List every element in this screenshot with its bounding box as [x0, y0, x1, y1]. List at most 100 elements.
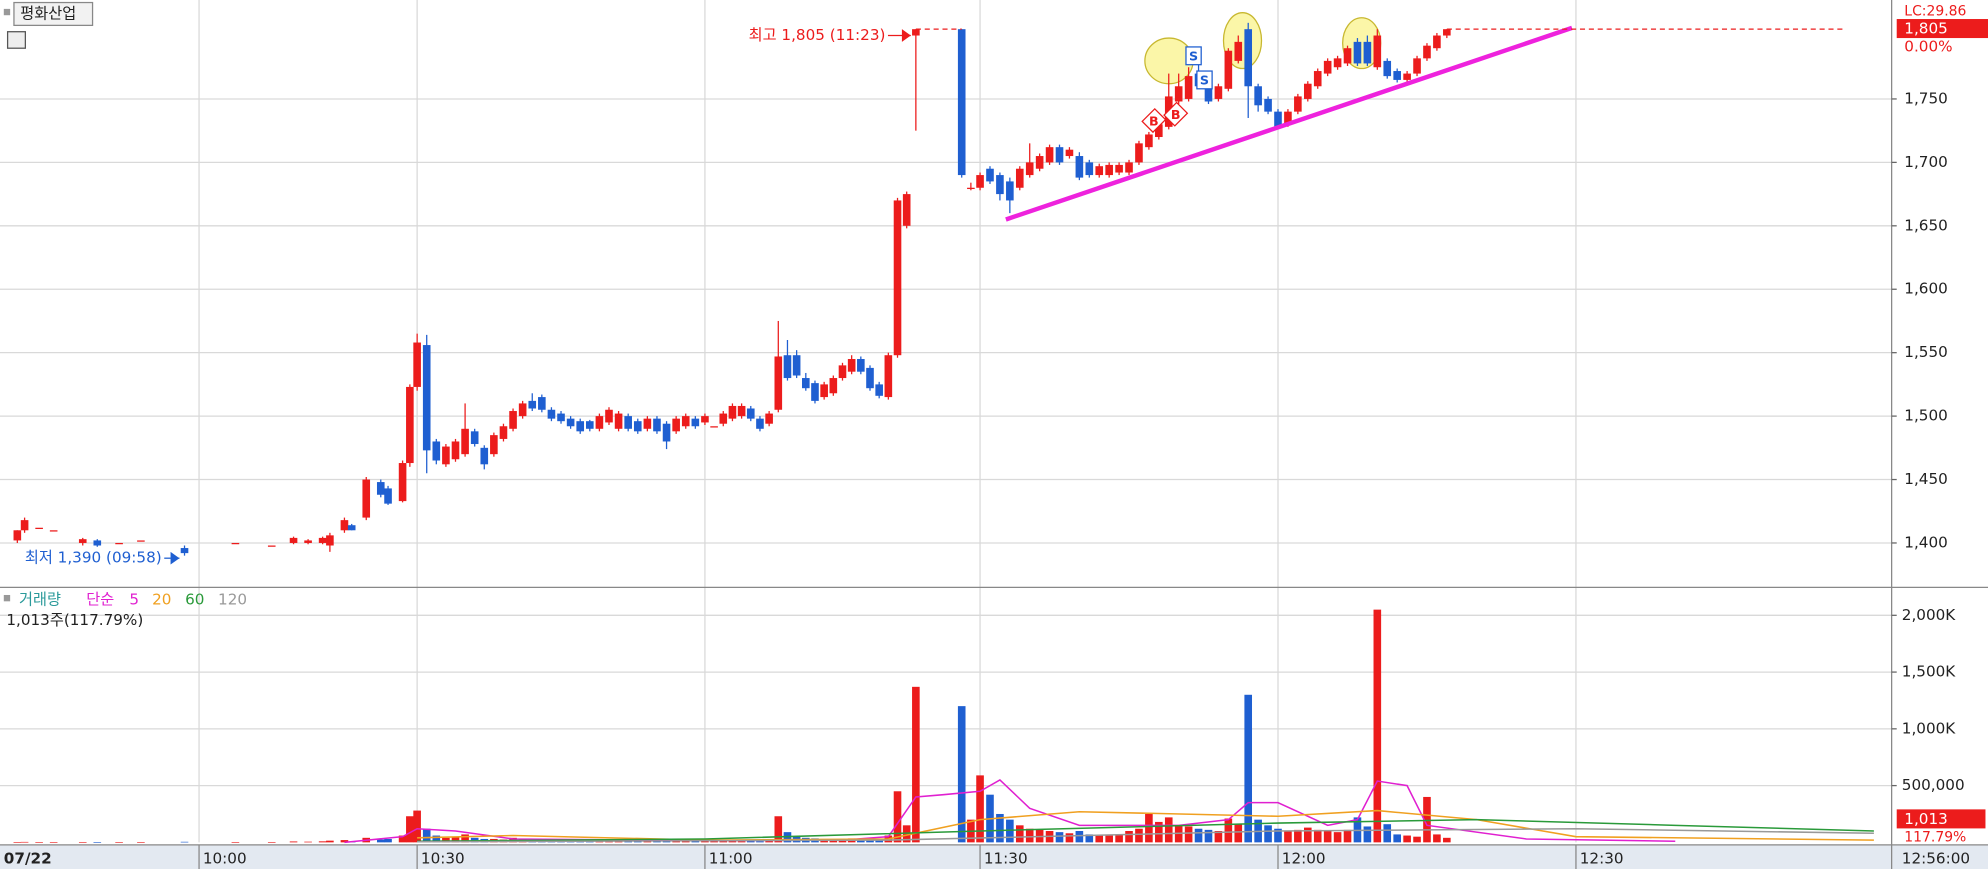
volume-last: 1,013: [1904, 810, 1948, 828]
candle-body: [1393, 71, 1401, 80]
legend-entry: 60: [185, 591, 204, 609]
candle-body: [470, 431, 479, 445]
volume-bar: [701, 841, 709, 843]
candle-body: [875, 384, 883, 396]
trade-marker: [1185, 46, 1202, 66]
volume-bar: [1373, 609, 1382, 843]
candle-body: [1403, 73, 1411, 80]
volume-bar: [1224, 818, 1233, 843]
candle-body: [614, 413, 623, 429]
candle-body: [35, 527, 43, 530]
candle-body: [1184, 76, 1193, 99]
volume-bar: [384, 838, 392, 843]
candle-body: [595, 416, 604, 429]
candle-body: [1313, 71, 1322, 87]
volume-bar: [1115, 834, 1123, 843]
candle-body: [1006, 181, 1014, 201]
candle-body: [1254, 86, 1262, 106]
volume-bar: [1244, 694, 1253, 843]
volume-bar: [1105, 835, 1113, 843]
candle-body: [1343, 48, 1352, 64]
volume-bar: [1393, 834, 1401, 843]
candle-body: [13, 530, 22, 541]
x-tick-label: 11:00: [709, 849, 753, 867]
candle-body: [557, 413, 565, 422]
volume-bar: [1413, 836, 1421, 843]
volume-ratio: 117.79%: [1904, 829, 1966, 845]
y-tick-label: 2,000K: [1902, 606, 1957, 624]
candle-body: [1224, 50, 1233, 89]
candle-body: [398, 463, 407, 502]
volume-bar: [1194, 828, 1203, 843]
last-price-box: [1896, 19, 1988, 39]
y-tick-label: 1,000K: [1902, 719, 1957, 737]
trade-marker-label: B: [1149, 113, 1159, 128]
candle-body: [115, 542, 123, 545]
candle-body: [792, 355, 801, 376]
candle-body: [912, 29, 920, 36]
candle-body: [1015, 168, 1024, 188]
volume-bar: [93, 842, 102, 843]
volume-bar: [1055, 832, 1064, 843]
volume-info: 1,013주(117.79%): [6, 611, 143, 629]
volume-bar: [912, 686, 920, 843]
candle-body: [1264, 98, 1272, 112]
calendar-icon[interactable]: [6, 31, 26, 49]
volume-bar: [442, 837, 450, 843]
volume-bar: [1164, 817, 1173, 843]
lc-label: LC:29.86: [1904, 3, 1966, 19]
volume-bar: [1155, 821, 1163, 843]
x-tick-label: 10:30: [421, 849, 465, 867]
volume-bar: [1095, 835, 1104, 843]
candle-body: [1383, 60, 1392, 77]
legend-entry: 5: [129, 591, 139, 609]
ma-line: [417, 809, 1874, 841]
candle-body: [1025, 162, 1034, 176]
change-label: 0.00%: [1904, 37, 1952, 55]
volume-label: 거래량: [19, 591, 61, 609]
volume-bar: [691, 841, 700, 843]
candle-body: [701, 416, 709, 423]
candle-body: [1204, 88, 1213, 102]
candle-body: [547, 409, 556, 419]
y-tick-label: 1,400: [1904, 533, 1948, 551]
volume-bar: [957, 706, 966, 843]
volume-bar: [20, 841, 29, 843]
title-box[interactable]: [13, 1, 94, 27]
candle-body: [576, 421, 585, 432]
candle-body: [866, 367, 874, 389]
candle-body: [719, 413, 728, 424]
candle-body: [362, 479, 371, 518]
volume-bar: [1403, 835, 1411, 843]
time-axis-band: [0, 844, 1988, 869]
candle-body: [499, 426, 508, 439]
volume-bar: [719, 841, 728, 843]
date-label: 07/22: [4, 849, 52, 867]
candle-body: [1115, 164, 1123, 173]
y-tick-label: 1,500K: [1902, 663, 1957, 681]
candle-body: [1065, 149, 1074, 157]
trade-marker: [1163, 101, 1189, 127]
candle-body: [406, 386, 414, 464]
last-price-label: 1,805: [1904, 20, 1948, 38]
volume-bar: [115, 842, 123, 843]
candle-body: [422, 345, 431, 451]
volume-bar: [1085, 834, 1094, 843]
y-tick-label: 1,750: [1904, 89, 1948, 107]
candle-body: [180, 548, 189, 554]
candle-body: [765, 413, 773, 424]
candle-body: [1105, 164, 1113, 176]
volume-bar: [422, 828, 431, 843]
y-tick-label: 1,550: [1904, 343, 1948, 361]
candle-body: [1155, 124, 1163, 138]
volume-bar: [746, 840, 755, 843]
high-annotation: 최고 1,805 (11:23): [749, 26, 886, 44]
candle-body: [1433, 35, 1441, 49]
volume-bar: [653, 841, 661, 843]
candle-body: [340, 520, 349, 531]
volume-bar: [1383, 824, 1392, 843]
volume-bar: [1264, 825, 1272, 843]
candle-body: [838, 365, 847, 379]
candle-body: [461, 428, 469, 455]
